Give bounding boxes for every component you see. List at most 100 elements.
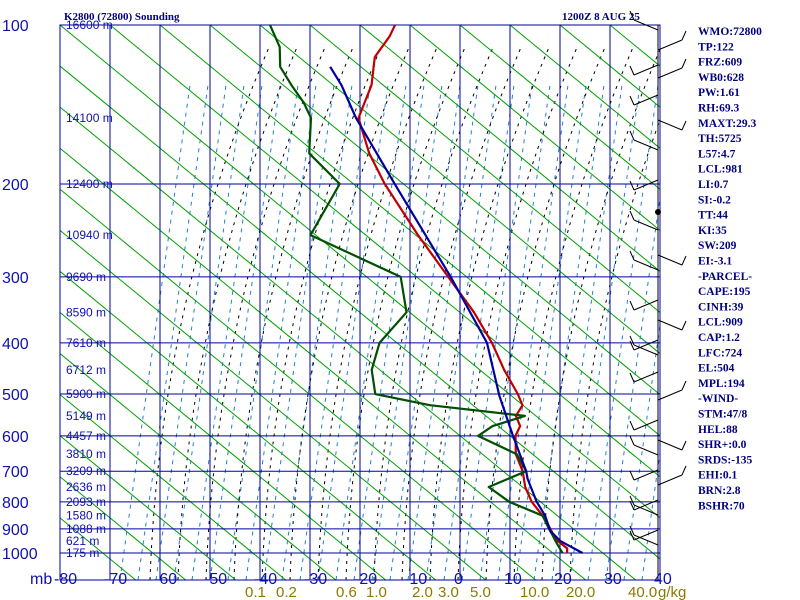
- wind-barb: [633, 371, 659, 383]
- mixing-ratio-line: [335, 84, 407, 580]
- mixing-ratio-line: [461, 84, 533, 580]
- wind-barb-flag: [629, 470, 635, 481]
- wind-barb: [633, 179, 659, 191]
- wind-barb: [657, 119, 683, 131]
- pressure-tick-label: 700: [2, 464, 29, 481]
- index-readout: SRDS:-135: [698, 454, 753, 466]
- wind-barb: [633, 504, 659, 516]
- index-readout: WB0:628: [698, 72, 744, 84]
- mixing-ratio-label: 3.0: [438, 584, 459, 600]
- mixing-ratio-label: 5.0: [470, 584, 491, 600]
- wind-barb: [657, 39, 683, 51]
- moist-adiabat-line: [317, 44, 439, 580]
- wind-barb-flag: [681, 255, 687, 266]
- mixing-ratio-line: [407, 84, 479, 580]
- temperature-tick-label: -10: [404, 571, 427, 588]
- wind-barb-flag: [629, 340, 635, 351]
- mixing-ratio-line: [245, 84, 317, 580]
- index-readout: HEL:88: [698, 424, 738, 436]
- moist-adiabat-line: [177, 44, 299, 580]
- height-label: 4457 m: [66, 429, 106, 443]
- height-label: 1580 m: [66, 509, 106, 523]
- height-label: 1088 m: [66, 522, 106, 536]
- mixing-ratio-label: 20.0: [566, 584, 595, 600]
- pressure-tick-label: 800: [2, 495, 29, 512]
- wind-barb-flag: [629, 95, 635, 106]
- mixing-ratio-line: [209, 84, 281, 580]
- mixing-ratio-line: [299, 84, 371, 580]
- index-readout: SI:-0.2: [698, 194, 731, 206]
- height-label: 9690 m: [66, 270, 106, 284]
- moist-adiabat-line: [261, 44, 383, 580]
- index-readout: L57:4.7: [698, 148, 736, 160]
- index-readout: RH:69.3: [698, 103, 739, 115]
- wind-barb-flag: [681, 320, 687, 331]
- wind-barb-flag: [629, 525, 635, 536]
- mixing-ratio-label: 0.2: [276, 584, 297, 600]
- mixing-ratio-line: [497, 84, 569, 580]
- temperature-profile-line: [357, 25, 569, 554]
- wind-barb: [633, 64, 659, 76]
- chart-datetime: 1200Z 8 AUG 25: [562, 11, 640, 23]
- wind-barb: [633, 499, 659, 511]
- height-label: 6712 m: [66, 363, 106, 377]
- index-readout: MPL:194: [698, 378, 745, 390]
- dry-adiabat-line: [509, 25, 660, 149]
- dewpoint-profile-line: [268, 25, 564, 554]
- pressure-tick-label: 1000: [2, 546, 38, 563]
- wind-barb-flag: [629, 210, 635, 221]
- temperature-tick-label: 20: [554, 571, 572, 588]
- index-readout: TH:5725: [698, 133, 742, 145]
- pressure-tick-label: 600: [2, 429, 29, 446]
- index-readout: LFC:724: [698, 347, 742, 359]
- mixing-ratio-label: 40.0: [628, 584, 657, 600]
- height-label: 10940 m: [66, 228, 113, 242]
- wind-barb-flag: [629, 130, 635, 141]
- wind-barb-flag: [681, 58, 687, 69]
- wind-barb-flag: [629, 10, 635, 21]
- wind-barb-flag: [681, 380, 687, 391]
- pressure-tick-label: 500: [2, 387, 29, 404]
- wind-barb-flag: [629, 250, 635, 261]
- wind-barb-flag: [629, 420, 635, 431]
- height-label: 621 m: [66, 534, 99, 548]
- wind-barb: [657, 319, 683, 331]
- height-label: 16600 m: [66, 18, 113, 32]
- wind-barb: [657, 254, 683, 266]
- wind-barb: [657, 439, 683, 451]
- wind-barb-flag: [629, 530, 635, 541]
- moist-adiabat-line: [233, 44, 355, 580]
- mixing-ratio-line: [119, 84, 191, 580]
- index-readout: -PARCEL-: [698, 271, 752, 283]
- moist-adiabat-line: [457, 44, 579, 580]
- index-readout: EI:-3.1: [698, 256, 732, 268]
- index-readout: TT:44: [698, 210, 728, 222]
- index-readout: BSHR:70: [698, 500, 745, 512]
- index-readout: SHR+:0.0: [698, 439, 747, 451]
- temperature-tick-label: -60: [154, 571, 177, 588]
- height-label: 175 m: [66, 546, 99, 560]
- wind-barb-flag: [629, 495, 635, 506]
- mixing-ratio-line: [425, 84, 497, 580]
- mixing-ratio-line: [191, 84, 263, 580]
- temperature-tick-label: 0: [454, 571, 463, 588]
- index-readout: CINH:39: [698, 301, 744, 313]
- dry-adiabat-line: [60, 435, 237, 580]
- temperature-tick-label: -20: [354, 571, 377, 588]
- dry-adiabat-line: [309, 25, 660, 314]
- wind-barb: [657, 474, 683, 486]
- wind-barb-flag: [629, 180, 635, 191]
- moist-adiabat-line: [149, 44, 271, 580]
- wind-barb-flag: [629, 500, 635, 511]
- moist-adiabat-line: [401, 44, 523, 580]
- index-readout: LCL:981: [698, 164, 743, 176]
- temperature-tick-label: -70: [104, 571, 127, 588]
- index-readout: WMO:72800: [698, 26, 762, 38]
- mixing-ratio-label: 0.6: [336, 584, 357, 600]
- index-readout: -WIND-: [698, 393, 738, 405]
- plot-grid: [59, 24, 661, 581]
- profile-lines: [268, 25, 584, 554]
- wind-barb: [657, 67, 683, 79]
- mixing-ratio-line: [281, 84, 353, 580]
